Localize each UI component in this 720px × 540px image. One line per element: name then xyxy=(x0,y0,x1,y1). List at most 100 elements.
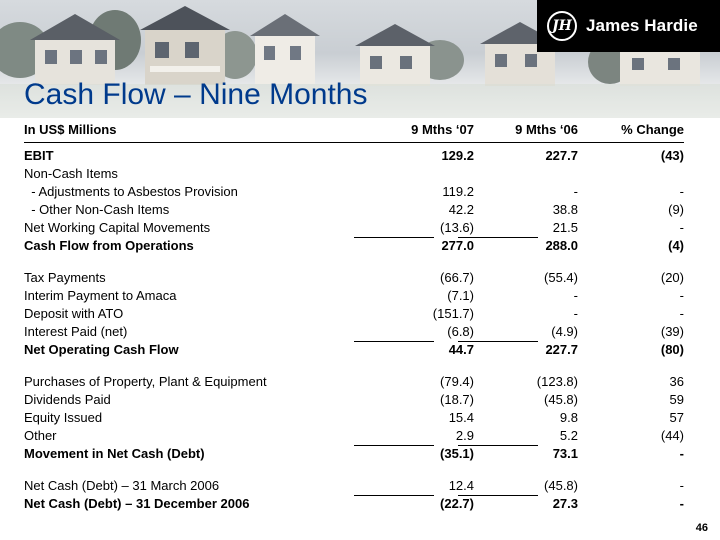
table-row: EBIT 129.2 227.7 (43) xyxy=(24,147,684,165)
value-pct-change: (9) xyxy=(668,202,684,217)
subtotal-rule xyxy=(458,445,538,446)
value-9mths-06: (45.8) xyxy=(544,478,578,493)
table-row: Net Working Capital Movements (13.6) 21.5 - xyxy=(24,219,684,237)
value-9mths-06: 9.8 xyxy=(559,410,578,425)
header-9mths-07: 9 Mths ‘07 xyxy=(411,122,474,137)
slide-title: Cash Flow – Nine Months xyxy=(24,78,368,111)
value-9mths-06: - xyxy=(573,184,578,199)
table-row: Net Operating Cash Flow 44.7 227.7 (80) xyxy=(24,341,684,359)
subtotal-rule xyxy=(354,495,434,496)
value-pct-change: - xyxy=(679,478,684,493)
subtotal-rule xyxy=(354,237,434,238)
value-pct-change: - xyxy=(679,288,684,303)
value-9mths-07: 44.7 xyxy=(448,342,474,357)
table-row: Dividends Paid (18.7) (45.8) 59 xyxy=(24,391,684,409)
table-row: Other 2.9 5.2 (44) xyxy=(24,427,684,445)
table-header-row: In US$ Millions 9 Mths ‘07 9 Mths ‘06 % … xyxy=(24,118,684,143)
header-label: In US$ Millions xyxy=(24,122,117,137)
value-9mths-07: (35.1) xyxy=(440,446,474,461)
table-row: Net Cash (Debt) – 31 December 2006 (22.7)… xyxy=(24,495,684,513)
subtotal-rule xyxy=(458,341,538,342)
row-label: Dividends Paid xyxy=(24,392,111,407)
value-9mths-06: - xyxy=(573,306,578,321)
subtotal-rule xyxy=(458,495,538,496)
table-row: Purchases of Property, Plant & Equipment… xyxy=(24,373,684,391)
value-9mths-07: 12.4 xyxy=(448,478,474,493)
value-pct-change: (4) xyxy=(668,238,684,253)
value-pct-change: 59 xyxy=(669,392,684,407)
cash-flow-table: In US$ Millions 9 Mths ‘07 9 Mths ‘06 % … xyxy=(24,118,684,513)
row-label: Cash Flow from Operations xyxy=(24,238,194,253)
row-label: Net Cash (Debt) – 31 March 2006 xyxy=(24,478,220,493)
row-label: Interest Paid (net) xyxy=(24,324,128,339)
value-9mths-07: 42.2 xyxy=(448,202,474,217)
value-pct-change: - xyxy=(679,184,684,199)
row-spacer xyxy=(24,463,684,477)
table-row: Non-Cash Items xyxy=(24,165,684,183)
table-row: Deposit with ATO (151.7) - - xyxy=(24,305,684,323)
value-9mths-06: 38.8 xyxy=(552,202,578,217)
table-row: Equity Issued 15.4 9.8 57 xyxy=(24,409,684,427)
subtotal-rule xyxy=(354,341,434,342)
value-9mths-07: 119.2 xyxy=(442,184,474,199)
table-row: Cash Flow from Operations 277.0 288.0 (4) xyxy=(24,237,684,255)
subtotal-rule xyxy=(458,237,538,238)
value-pct-change: - xyxy=(679,306,684,321)
value-9mths-07: (13.6) xyxy=(440,220,474,235)
table-row: Interest Paid (net) (6.8) (4.9) (39) xyxy=(24,323,684,341)
value-pct-change: (80) xyxy=(660,342,684,357)
value-9mths-06: (4.9) xyxy=(551,324,578,339)
value-9mths-06: 73.1 xyxy=(552,446,578,461)
table-row: Net Cash (Debt) – 31 March 2006 12.4 (45.8… xyxy=(24,477,684,495)
row-label: EBIT xyxy=(24,148,54,163)
row-label: - Other Non-Cash Items xyxy=(24,202,170,217)
houses-illustration xyxy=(0,6,720,118)
value-pct-change: (44) xyxy=(660,428,684,443)
value-9mths-07: (22.7) xyxy=(440,496,474,511)
table-row: Tax Payments (66.7) (55.4) (20) xyxy=(24,269,684,287)
value-9mths-06: 288.0 xyxy=(545,238,578,253)
value-pct-change: (20) xyxy=(660,270,684,285)
value-9mths-06: (45.8) xyxy=(544,392,578,407)
row-label: Interim Payment to Amaca xyxy=(24,288,177,303)
value-pct-change: - xyxy=(679,220,684,235)
header-banner-houses: JH James Hardie xyxy=(0,0,720,118)
row-label: Non-Cash Items xyxy=(24,166,118,181)
value-pct-change: - xyxy=(679,496,684,511)
value-9mths-07: (66.7) xyxy=(440,270,474,285)
value-9mths-07: (151.7) xyxy=(432,306,474,321)
value-9mths-06: (55.4) xyxy=(544,270,578,285)
row-label: Equity Issued xyxy=(24,410,103,425)
value-9mths-07: (6.8) xyxy=(447,324,474,339)
value-pct-change: 36 xyxy=(669,374,684,389)
value-9mths-06: (123.8) xyxy=(536,374,578,389)
value-pct-change: 57 xyxy=(669,410,684,425)
table-row: Movement in Net Cash (Debt) (35.1) 73.1 - xyxy=(24,445,684,463)
logo-mark-icon: JH xyxy=(547,11,577,41)
value-9mths-07: (79.4) xyxy=(440,374,474,389)
row-label: Net Operating Cash Flow xyxy=(24,342,179,357)
table-row: - Adjustments to Asbestos Provision 119.2… xyxy=(24,183,684,201)
value-9mths-06: - xyxy=(573,288,578,303)
header-pct-change: % Change xyxy=(621,122,684,137)
row-label: - Adjustments to Asbestos Provision xyxy=(24,184,238,199)
row-spacer xyxy=(24,359,684,373)
logo-wordmark: James Hardie xyxy=(586,16,698,35)
subtotal-rule xyxy=(354,445,434,446)
value-9mths-06: 27.3 xyxy=(552,496,578,511)
row-spacer xyxy=(24,255,684,269)
value-9mths-06: 227.7 xyxy=(545,342,578,357)
row-label: Other xyxy=(24,428,57,443)
james-hardie-logo: JH James Hardie xyxy=(537,0,720,52)
row-label: Net Cash (Debt) – 31 December 2006 xyxy=(24,496,250,511)
value-9mths-07: 129.2 xyxy=(441,148,474,163)
row-label: Deposit with ATO xyxy=(24,306,124,321)
row-label: Net Working Capital Movements xyxy=(24,220,211,235)
value-9mths-07: 2.9 xyxy=(455,428,474,443)
value-pct-change: (39) xyxy=(660,324,684,339)
value-9mths-07: 277.0 xyxy=(441,238,474,253)
page-number: 46 xyxy=(695,522,708,534)
row-label: Movement in Net Cash (Debt) xyxy=(24,446,205,461)
value-9mths-07: (7.1) xyxy=(447,288,474,303)
row-label: Tax Payments xyxy=(24,270,106,285)
